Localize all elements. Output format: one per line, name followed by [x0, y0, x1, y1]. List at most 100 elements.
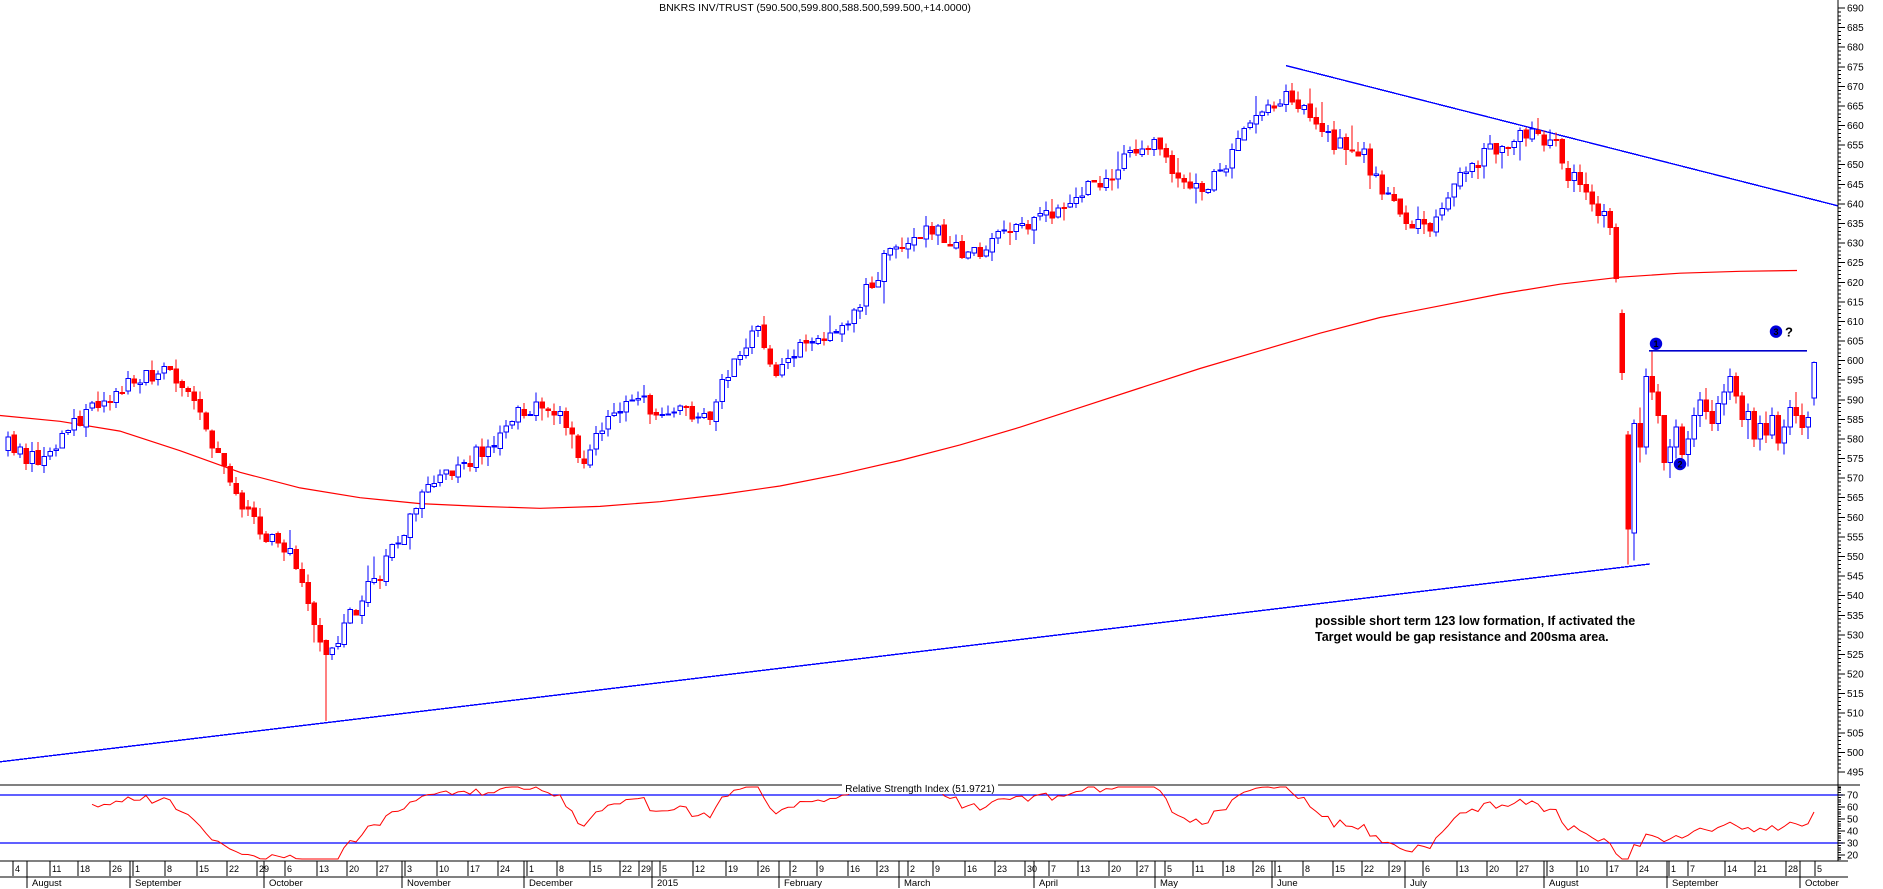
candle-body: [1745, 411, 1751, 420]
candle-body: [1373, 173, 1379, 177]
candle-body: [1133, 149, 1139, 154]
price-axis-label: 685: [1847, 23, 1864, 34]
date-tick-label: 9: [935, 864, 940, 874]
date-tick-label: 22: [1364, 864, 1374, 874]
candle-body: [605, 416, 611, 430]
circle-marker-label-2: 2: [1677, 459, 1682, 469]
candle-body: [83, 409, 89, 428]
candle-body: [71, 417, 77, 431]
candle-body: [23, 447, 29, 464]
candle-body: [1097, 183, 1103, 188]
price-axis-label: 605: [1847, 337, 1864, 348]
month-label: September: [135, 878, 181, 889]
trendline-descending-resistance: [1285, 64, 1839, 207]
candle-body: [29, 451, 35, 464]
date-tick-label: 7: [1690, 864, 1695, 874]
candle-body: [659, 413, 665, 417]
candle-body: [851, 309, 857, 325]
candle-body: [1403, 212, 1409, 224]
price-axis-label: 530: [1847, 630, 1864, 641]
month-label: November: [407, 878, 451, 889]
candle-body: [413, 508, 419, 515]
candle-body: [1649, 375, 1655, 393]
rsi-title-group: Relative Strength Index (51.9721): [842, 783, 998, 795]
price-axis-label: 545: [1847, 572, 1864, 583]
candle-body: [887, 247, 893, 256]
candle-body: [269, 534, 275, 543]
candle-body: [689, 405, 695, 420]
candle-body: [1259, 111, 1265, 117]
candle-body: [443, 469, 449, 475]
candle-body: [203, 412, 209, 430]
candle-body: [503, 425, 509, 433]
month-label: December: [529, 878, 573, 889]
candle-body: [581, 458, 587, 465]
candle-body: [845, 323, 851, 326]
candle-body: [515, 407, 521, 423]
candle-body: [1391, 194, 1397, 202]
date-tick-label: 23: [997, 864, 1007, 874]
candle-body: [1475, 164, 1481, 169]
candle-body: [1037, 213, 1043, 217]
candle-body: [1733, 375, 1739, 397]
candle-body: [1421, 218, 1427, 225]
month-label: September: [1672, 878, 1718, 889]
question-marker: ?: [1785, 324, 1793, 339]
candle-body: [1721, 391, 1727, 405]
candle-body: [1295, 99, 1301, 109]
candle-body: [695, 416, 701, 419]
candle-body: [893, 246, 899, 250]
candle-body: [1757, 422, 1763, 440]
month-label: March: [904, 878, 930, 889]
candle-body: [365, 581, 371, 604]
rsi-panel: [0, 786, 1843, 860]
candle-body: [377, 579, 383, 581]
price-axis-label: 625: [1847, 258, 1864, 269]
candle-body: [1439, 208, 1445, 216]
candle-body: [557, 411, 563, 416]
candle-body: [833, 331, 839, 334]
candle-body: [1319, 122, 1325, 133]
month-label: October: [1805, 878, 1839, 889]
candle-body: [575, 435, 581, 459]
candle-body: [197, 399, 203, 413]
candle-body: [1511, 140, 1517, 148]
candle-body: [821, 338, 827, 342]
candle-body: [1625, 434, 1631, 530]
candle-body: [815, 338, 821, 345]
date-tick-label: 4: [15, 864, 20, 874]
rsi-axis-major-ticks: [1838, 794, 1845, 856]
price-axis-label: 615: [1847, 297, 1864, 308]
date-tick-label: 30: [1027, 864, 1037, 874]
candle-body: [1427, 222, 1433, 232]
candle-body: [95, 400, 101, 409]
candle-body: [1085, 181, 1091, 195]
candle-body: [227, 465, 233, 483]
candle-body: [1301, 105, 1307, 111]
candle-body: [629, 399, 635, 402]
candle-body: [161, 366, 167, 374]
candle-body: [1541, 134, 1547, 146]
candle-body: [947, 243, 953, 247]
date-tick-label: 29: [1391, 864, 1401, 874]
rsi-title: Relative Strength Index (51.9721): [845, 784, 995, 795]
circle-marker-label-3: 3: [1773, 327, 1778, 337]
candle-body: [653, 412, 659, 416]
candle-body: [1535, 129, 1541, 134]
candle-body: [707, 411, 713, 420]
price-axis-label: 510: [1847, 709, 1864, 720]
candle-body: [1055, 207, 1061, 218]
candle-body: [827, 332, 833, 342]
candle-body: [1289, 90, 1295, 103]
candle-body: [1433, 216, 1439, 233]
candle-body: [35, 449, 41, 466]
candle-body: [869, 282, 875, 289]
price-axis-label: 595: [1847, 376, 1864, 387]
price-axis-label: 550: [1847, 552, 1864, 563]
date-tick-label: 29: [641, 864, 651, 874]
date-tick-label: 1: [1277, 864, 1282, 874]
candle-body: [1217, 169, 1223, 172]
candle-body: [1811, 362, 1817, 399]
month-label: April: [1039, 878, 1058, 889]
